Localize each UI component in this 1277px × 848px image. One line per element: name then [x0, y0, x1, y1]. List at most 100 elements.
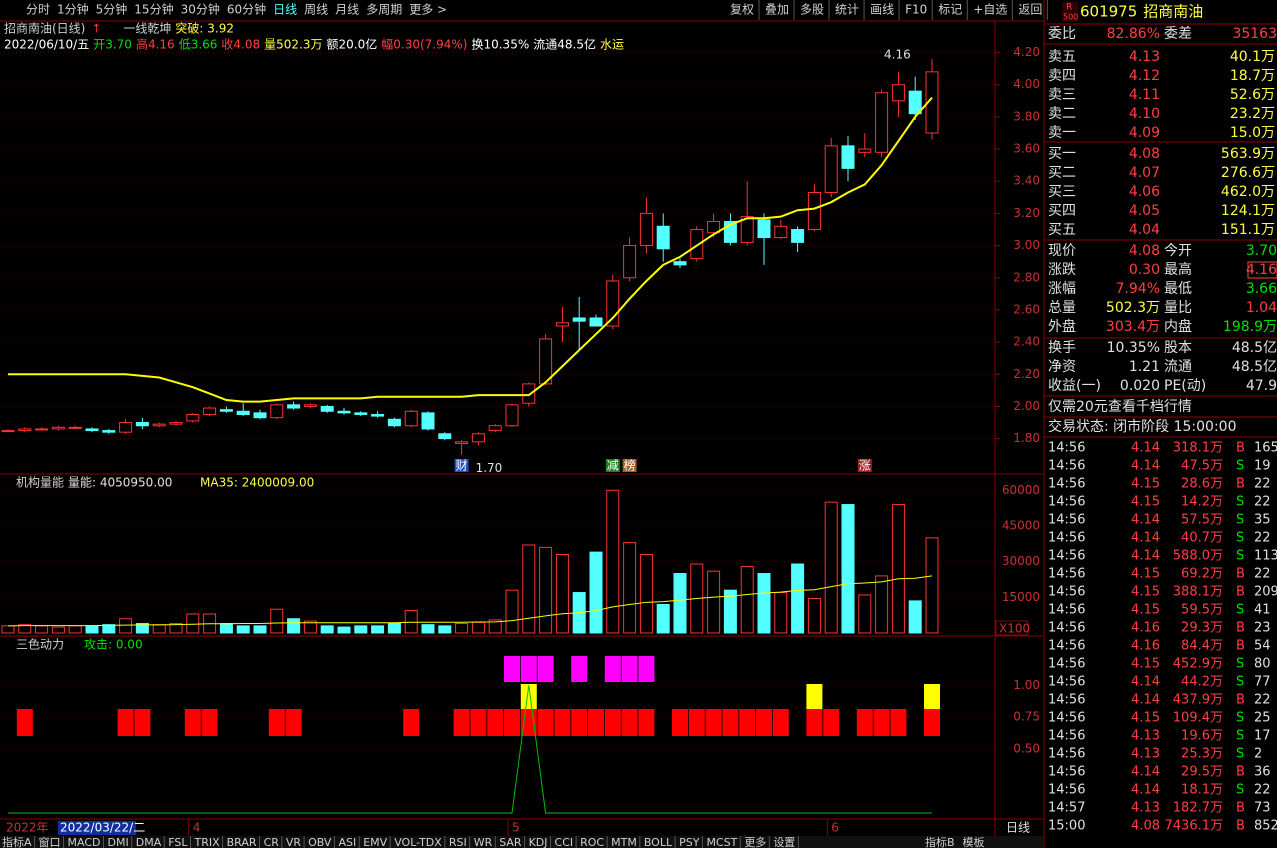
bottom-tab[interactable]: CR: [264, 836, 280, 848]
bottom-tab[interactable]: VR: [286, 836, 302, 848]
bottom-tab[interactable]: CCI: [555, 836, 574, 848]
toolbar-button[interactable]: 多股: [800, 3, 824, 17]
toolbar-tab[interactable]: 多周期: [366, 3, 402, 17]
toolbar-tab[interactable]: 15分钟: [134, 2, 173, 17]
book-label: 买五: [1048, 222, 1076, 238]
toolbar-button[interactable]: 统计: [835, 3, 859, 17]
bottom-tab[interactable]: EMV: [363, 836, 387, 848]
toolbar-button[interactable]: F10: [905, 3, 927, 17]
bottom-tab[interactable]: FSL: [168, 836, 188, 848]
trade-count: 77: [1254, 675, 1271, 690]
book-label: 买二: [1048, 165, 1076, 181]
trade-price: 4.14: [1131, 783, 1160, 798]
book-volume: 124.1万: [1221, 203, 1275, 219]
candle-body: [858, 148, 872, 153]
red-bar: [470, 709, 487, 736]
month-label: 5: [512, 821, 520, 835]
bottom-tab[interactable]: SAR: [499, 836, 522, 848]
toolbar-button[interactable]: 叠加: [765, 3, 789, 17]
toolbar-tab[interactable]: 月线: [335, 3, 359, 17]
bottom-tab[interactable]: BRAR: [227, 836, 257, 848]
stat: 外盘: [1048, 318, 1076, 335]
trade-volume: 437.9万: [1173, 693, 1223, 708]
bottom-tab[interactable]: VOL-TDX: [394, 836, 442, 848]
month-label: 6: [831, 821, 839, 835]
trade-time: 14:56: [1048, 441, 1085, 456]
toolbar-tab[interactable]: 1分钟: [57, 2, 89, 17]
trade-volume: 84.4万: [1181, 639, 1223, 654]
trade-volume: 44.2万: [1181, 675, 1223, 690]
candle-body: [287, 404, 301, 409]
volume-bar: [354, 625, 368, 634]
toolbar-tab[interactable]: 日线: [273, 3, 297, 17]
toolbar-tab[interactable]: 更多 >: [409, 3, 447, 17]
candle-body: [371, 413, 385, 417]
bottom-tab[interactable]: MTM: [611, 836, 637, 848]
up-arrow: ↑: [91, 22, 101, 36]
bottom-tab[interactable]: BOLL: [644, 836, 673, 848]
trade-count: 22: [1254, 567, 1271, 582]
breakout: 突破: 3.92: [175, 21, 234, 36]
magenta-bar: [571, 656, 588, 682]
bottom-tab[interactable]: MACD: [68, 836, 101, 848]
volume-bar: [219, 622, 233, 634]
badge: R: [1066, 3, 1072, 13]
bottom-tab[interactable]: MCST: [706, 836, 737, 848]
book-price: 4.10: [1129, 106, 1160, 122]
bottom-tab[interactable]: DMI: [108, 836, 129, 848]
bottom-tab[interactable]: 指标A: [2, 835, 32, 848]
trade-price: 4.16: [1131, 639, 1160, 654]
trade-price: 4.14: [1131, 693, 1160, 708]
candle-body: [51, 426, 65, 430]
yellow-bar: [520, 684, 537, 709]
toolbar-button[interactable]: +自选: [973, 3, 1007, 17]
trade-side: B: [1236, 765, 1245, 780]
bottom-tab[interactable]: ASI: [338, 836, 356, 848]
bottom-tab[interactable]: OBV: [308, 836, 332, 848]
bottom-tab[interactable]: TRIX: [193, 836, 220, 848]
unit: X100: [999, 622, 1030, 636]
stat: 流通: [1164, 359, 1192, 375]
bottom-tab[interactable]: 指标B: [925, 835, 955, 848]
trade-volume: 7436.1万: [1165, 819, 1224, 834]
trade-price: 4.15: [1131, 711, 1160, 726]
bottom-tab[interactable]: 窗口: [39, 835, 61, 848]
toolbar-tab[interactable]: 5分钟: [96, 2, 128, 17]
toolbar-button[interactable]: 标记: [938, 3, 962, 17]
trade-count: 35: [1254, 513, 1271, 528]
volume-value: 量能: 4050950.00: [68, 476, 172, 490]
bottom-tab[interactable]: 设置: [773, 836, 795, 848]
toolbar-button[interactable]: 画线: [870, 3, 894, 17]
toolbar-tab[interactable]: 30分钟: [181, 2, 220, 17]
bottom-tab[interactable]: WR: [474, 836, 493, 848]
bottom-tab[interactable]: ROC: [580, 836, 604, 848]
trade-count: 22: [1254, 783, 1271, 798]
y-tick-label: 0.75: [1013, 710, 1040, 724]
book-label: 卖二: [1048, 106, 1076, 122]
volume-bar: [186, 613, 200, 634]
volume-ma-value: MA35: 2400009.00: [200, 476, 314, 490]
toolbar-tab[interactable]: 60分钟: [227, 2, 266, 17]
toolbar-tab[interactable]: 周线: [304, 3, 328, 17]
stock-code: 601975: [1080, 3, 1137, 21]
candle-body: [891, 84, 905, 102]
volume-bar: [757, 573, 771, 634]
bottom-tab[interactable]: PSY: [679, 836, 700, 848]
bottom-tab[interactable]: 模板: [963, 835, 985, 848]
stat: 3.70: [1246, 243, 1277, 259]
candle-body: [186, 413, 200, 422]
bottom-tab[interactable]: RSI: [449, 836, 467, 848]
trade-time: 14:56: [1048, 711, 1085, 726]
bottom-tab[interactable]: DMA: [136, 836, 162, 848]
volume-bar: [488, 619, 502, 634]
y-tick-label: 3.60: [1013, 142, 1040, 156]
volume-bar: [505, 589, 519, 634]
toolbar-tab[interactable]: 分时: [26, 3, 50, 17]
bottom-tab[interactable]: 更多: [744, 835, 766, 848]
toolbar-button[interactable]: 返回: [1018, 3, 1042, 17]
red-bar: [268, 709, 285, 736]
toolbar-button[interactable]: 复权: [730, 3, 754, 17]
trade-time: 14:56: [1048, 477, 1085, 492]
candle-body: [387, 418, 401, 427]
bottom-tab[interactable]: KDJ: [529, 836, 548, 848]
